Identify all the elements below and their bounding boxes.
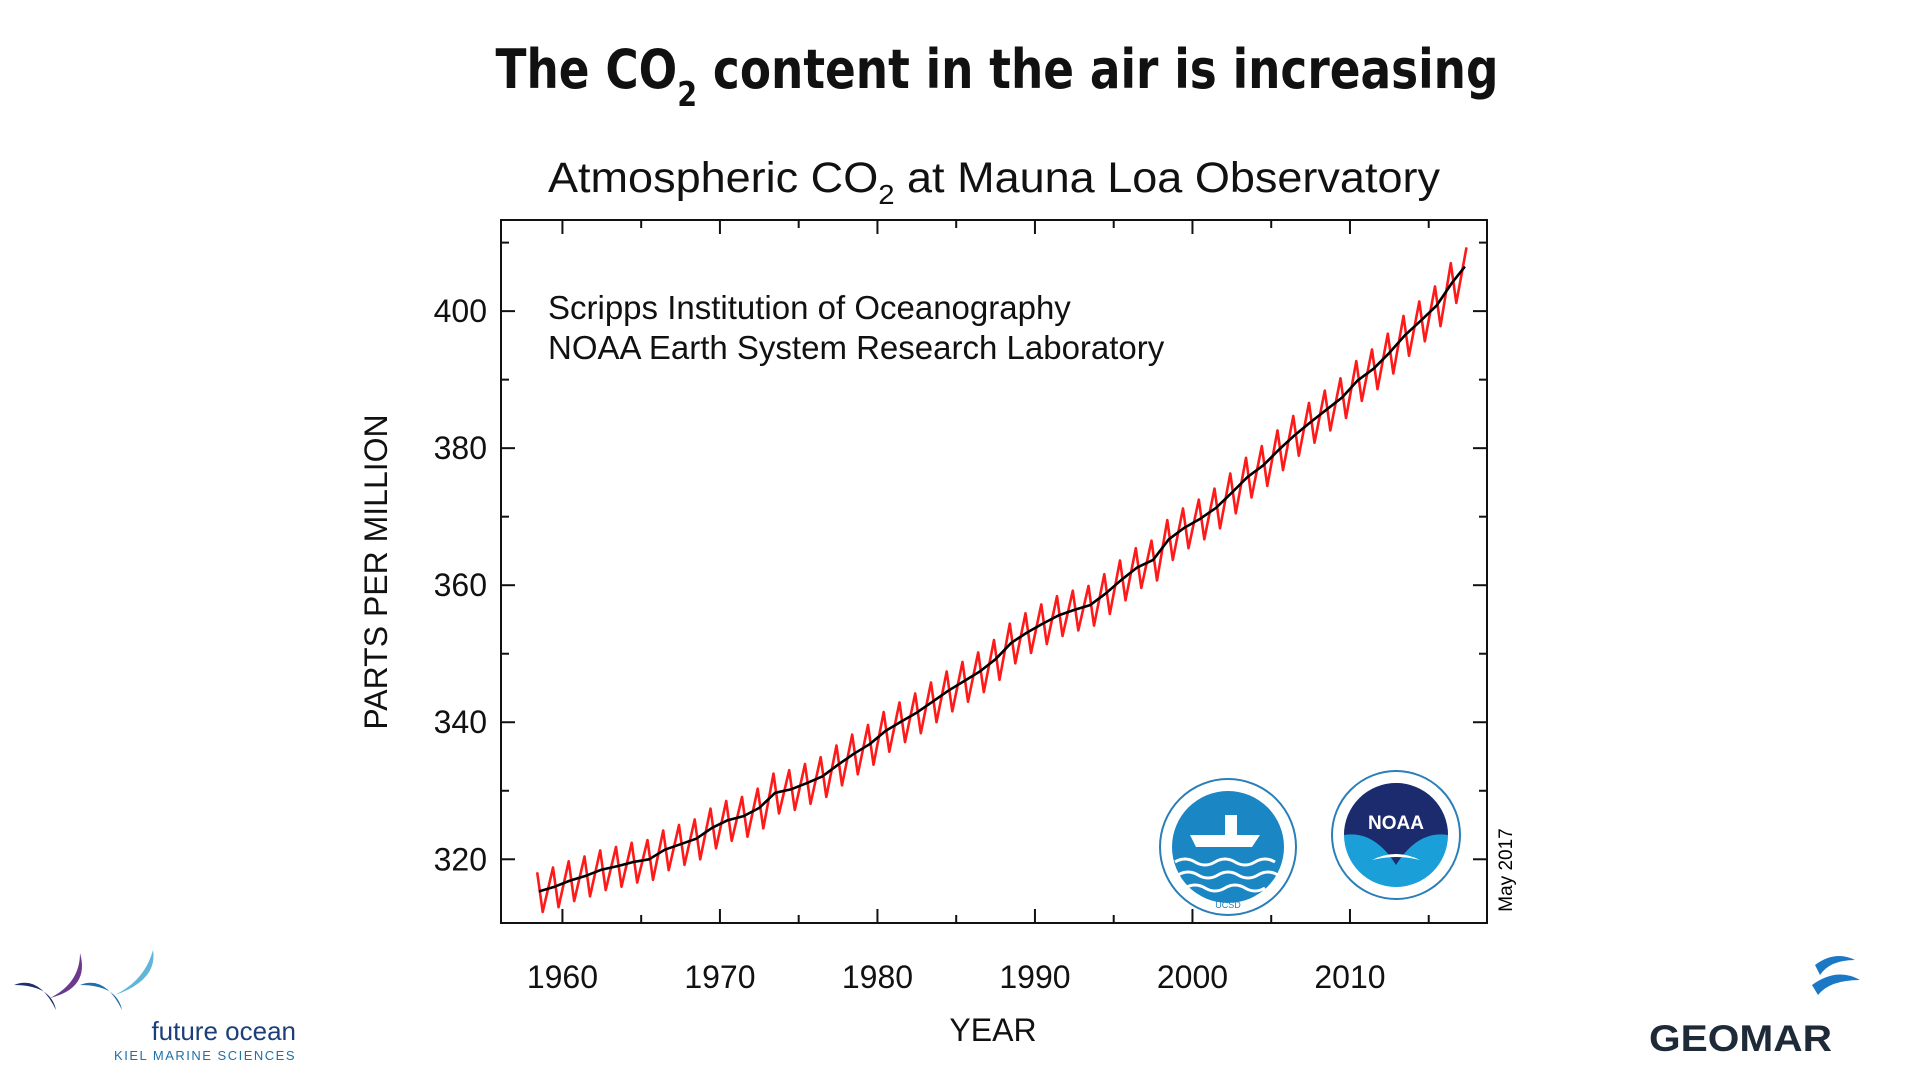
date-note: May 2017 [1496, 828, 1517, 911]
geomar-logo: GEOMAR [1649, 954, 1891, 1059]
y-tick-label: 380 [434, 430, 487, 466]
chart-title-part: Atmospheric CO [548, 154, 878, 202]
annotation: Scripps Institution of Oceanography [548, 289, 1071, 326]
chart-title-part: at Mauna Loa Observatory [895, 154, 1441, 202]
scripps-label: UCSD [1215, 900, 1241, 910]
x-axis-label: YEAR [949, 1012, 1036, 1048]
scripps-logo: UCSD [1159, 778, 1297, 916]
title-subscript: 2 [677, 75, 697, 115]
y-tick-label: 360 [434, 567, 487, 603]
x-tick-label: 2000 [1157, 959, 1228, 995]
y-tick-label: 320 [434, 841, 487, 877]
plot-frame [500, 219, 1488, 924]
data-line [535, 247, 1468, 914]
slide-title: The CO2 content in the air is increasing [496, 38, 1499, 115]
annotation: NOAA Earth System Research Laboratory [548, 329, 1165, 366]
geomar-label: GEOMAR [1649, 1018, 1832, 1059]
title-part: content in the air is increasing [697, 38, 1498, 101]
future-ocean-logo: future ocean KIEL MARINE SCIENCES [14, 950, 296, 1063]
noaa-logo: NOAA [1331, 770, 1461, 900]
x-tick-label: 1970 [684, 959, 755, 995]
x-tick-label: 2010 [1314, 959, 1385, 995]
y-tick-label: 400 [434, 293, 487, 329]
title-part: The CO [496, 38, 678, 101]
noaa-label: NOAA [1368, 813, 1424, 834]
x-tick-label: 1990 [999, 959, 1070, 995]
future-ocean-label: future ocean [151, 1016, 296, 1046]
kiel-label: KIEL MARINE SCIENCES [114, 1048, 296, 1063]
x-tick-label: 1960 [527, 959, 598, 995]
data-line [538, 265, 1466, 893]
x-tick-label: 1980 [842, 959, 913, 995]
y-axis-label: PARTS PER MILLION [358, 414, 394, 729]
chart-title-subscript: 2 [878, 179, 894, 210]
chart-title: Atmospheric CO 2 at Mauna Loa Observatory [548, 154, 1441, 210]
y-tick-label: 340 [434, 704, 487, 740]
